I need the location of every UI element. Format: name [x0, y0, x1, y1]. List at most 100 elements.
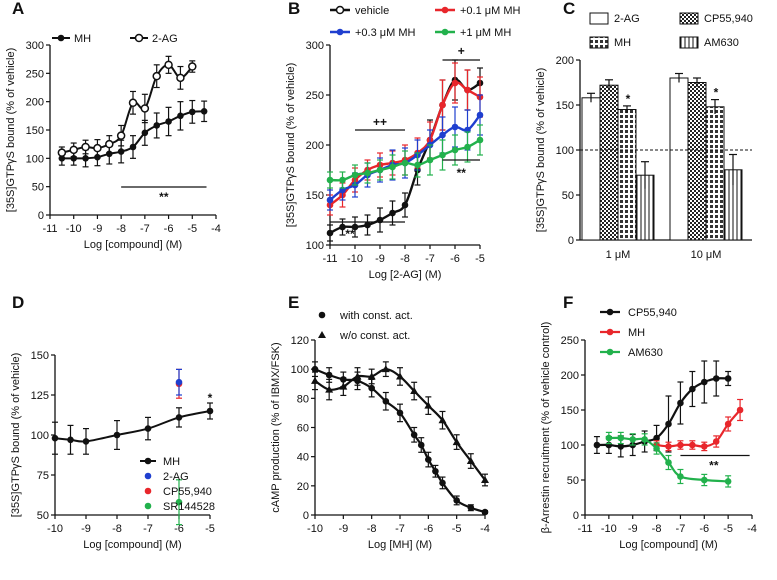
legend-swatch [679, 36, 699, 49]
x-tick-label: -7 [143, 523, 153, 535]
data-point [117, 148, 125, 155]
data-point [69, 145, 78, 155]
data-point [401, 201, 409, 209]
y-tick-label: 250 [561, 335, 579, 347]
y-tick-label: 150 [26, 125, 44, 137]
legend-label: +0.1 μM MH [460, 5, 520, 17]
x-tick-label: -5 [452, 523, 462, 535]
x-tick-label: -5 [475, 253, 485, 265]
significance-mark: ++ [373, 115, 387, 129]
data-point [689, 441, 696, 449]
data-point [700, 443, 708, 450]
y-tick-label: 0 [573, 510, 579, 522]
panel-d: D 50 75 100 125 150 -10 -9 -8 -7 -6 -5 Log [compound… [10, 293, 215, 551]
x-axis-label: Log [MH] (M) [368, 539, 432, 551]
data-point [164, 60, 173, 70]
y-tick-label: 100 [561, 440, 579, 452]
y-tick-label: 40 [297, 452, 309, 464]
y-tick-label: 200 [26, 97, 44, 109]
data-point [451, 146, 459, 154]
x-tick-label: -5 [187, 223, 197, 235]
legend-marker [144, 457, 152, 465]
data-point [593, 441, 601, 449]
data-point [617, 434, 625, 442]
legend-label: SR144528 [163, 501, 215, 513]
y-tick-label: 60 [297, 423, 309, 435]
data-point [451, 123, 459, 131]
legend-marker [57, 34, 65, 42]
data-point [381, 365, 390, 373]
data-point [476, 111, 484, 119]
data-point [439, 101, 446, 109]
data-point [339, 176, 346, 184]
x-axis-label: Log [compound] (M) [619, 539, 717, 551]
y-axis-label: [35S]GTPγS bound (% of vehicle) [285, 63, 297, 227]
data-point [175, 378, 183, 386]
data-point [464, 86, 471, 94]
data-point [629, 436, 637, 443]
data-point [339, 223, 346, 231]
y-tick-label: 50 [567, 475, 579, 487]
bar [599, 84, 619, 241]
data-point [326, 176, 334, 184]
data-point [175, 498, 183, 506]
y-axis-label: [35S]GTPγS bound (% of vehicle) [535, 68, 547, 232]
data-point [653, 434, 660, 442]
data-point [351, 171, 359, 179]
data-point [128, 98, 138, 108]
data-point [311, 376, 319, 384]
x-tick-label: -7 [676, 523, 686, 535]
legend-label: AM630 [704, 37, 739, 49]
data-point [401, 159, 409, 167]
data-point [325, 385, 334, 393]
data-point [339, 382, 348, 390]
data-point [426, 156, 434, 164]
legend-marker [606, 328, 614, 336]
data-point [665, 459, 672, 466]
legend-label: AM630 [628, 347, 663, 359]
legend-marker [144, 487, 152, 495]
significance-mark: ** [457, 166, 467, 180]
series-line [61, 63, 194, 154]
x-tick-label: -4 [211, 223, 221, 235]
legend-marker [606, 308, 614, 316]
data-point [144, 425, 152, 432]
data-point [368, 384, 375, 392]
legend-marker [318, 311, 326, 319]
legend-label: MH [74, 33, 91, 45]
data-point [396, 409, 404, 417]
y-tick-label: 80 [297, 393, 309, 405]
x-tick-label: -9 [81, 523, 91, 535]
x-tick-label: -6 [174, 523, 184, 535]
data-point [724, 375, 732, 382]
y-tick-label: 20 [297, 481, 309, 493]
data-point [439, 151, 446, 159]
data-point [700, 476, 708, 484]
data-point [311, 365, 319, 373]
panel-label: F [563, 293, 573, 312]
significance-mark: + [458, 44, 465, 58]
data-point [439, 131, 446, 139]
y-tick-label: 250 [306, 90, 324, 102]
data-point [188, 108, 196, 116]
x-tick-label: -4 [480, 523, 490, 535]
data-point [364, 169, 371, 177]
legend-marker [144, 502, 152, 510]
bar [669, 77, 689, 241]
significance-mark: * [208, 391, 213, 405]
y-tick-label: 120 [291, 335, 309, 347]
y-tick-label: 300 [26, 40, 44, 52]
legend-marker [144, 472, 152, 480]
significance-mark: ** [709, 459, 719, 473]
legend-label: 2-AG [163, 471, 189, 483]
panel-b: B 100 150 200 250 300 -11 -10 -9 -8 -7 -6 -5 Log [2-A… [285, 0, 520, 281]
y-tick-label: 50 [37, 510, 49, 522]
x-tick-label: -7 [140, 223, 150, 235]
x-tick-label: -7 [425, 253, 435, 265]
data-point [464, 143, 471, 151]
x-axis-label: Log [compound] (M) [84, 239, 182, 251]
x-tick-label: -6 [450, 253, 460, 265]
y-tick-label: 125 [31, 390, 49, 402]
legend-marker [441, 6, 449, 14]
x-tick-label: -7 [395, 523, 405, 535]
